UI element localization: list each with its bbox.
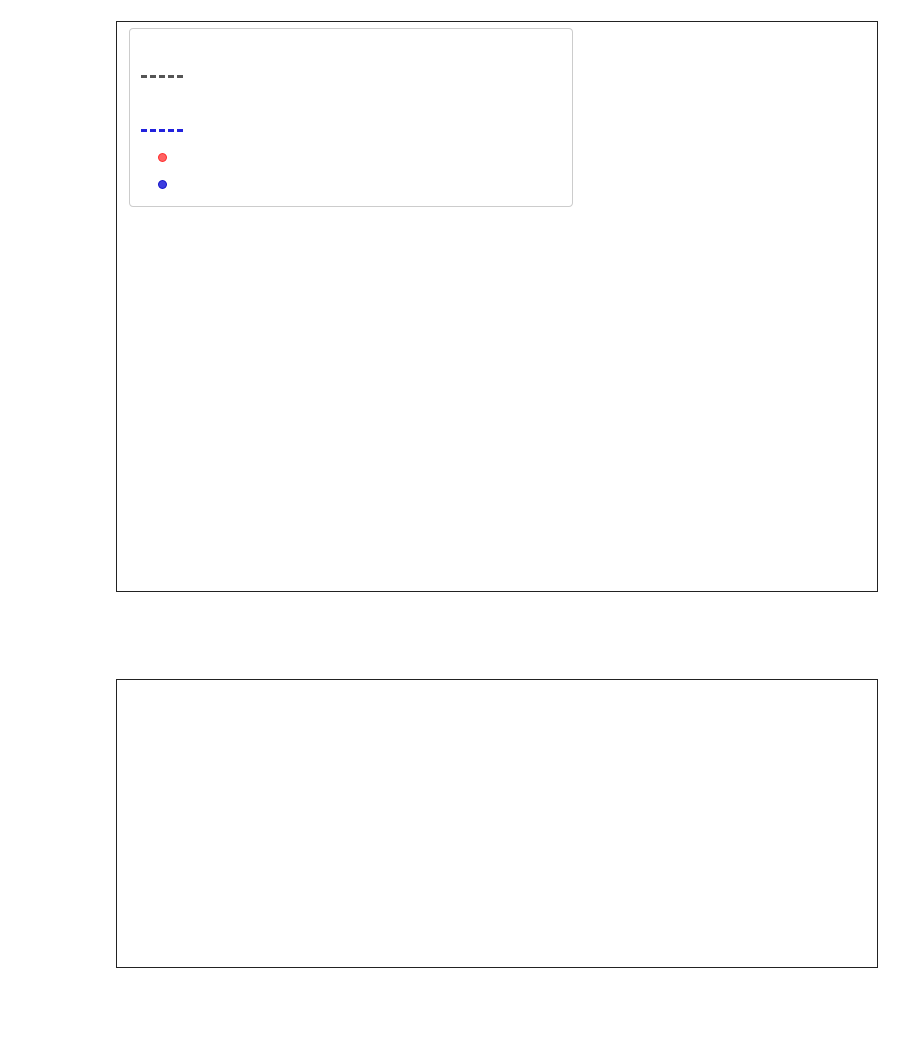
legend-key-blank — [138, 48, 186, 51]
legend-item — [138, 90, 562, 117]
red-dot-marker-icon — [138, 153, 186, 162]
residuals-plot-area — [117, 680, 877, 967]
legend-item — [138, 63, 562, 90]
dashed-gray-line-icon — [138, 75, 186, 78]
legend-item — [138, 144, 562, 171]
legend-item — [138, 36, 562, 63]
blue-dot-marker-icon — [138, 180, 186, 189]
legend-item — [138, 171, 562, 198]
legend-key-blank — [138, 102, 186, 105]
plot-legend — [129, 28, 573, 207]
legend-item — [138, 117, 562, 144]
fit-residuals-plot — [116, 679, 878, 968]
dashed-blue-line-icon — [138, 129, 186, 132]
